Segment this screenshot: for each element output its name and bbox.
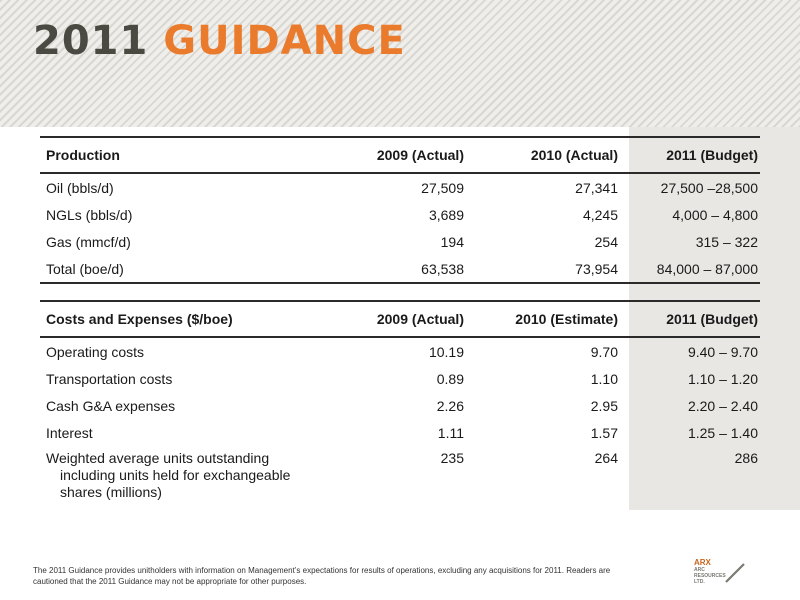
logo-arx-text: ARX	[694, 558, 711, 567]
header-2009: 2009 (Actual)	[350, 300, 470, 338]
page-title: 2011 GUIDANCE	[33, 18, 406, 64]
table-row: NGLs (bbls/d) 3,689 4,245 4,000 – 4,800	[40, 201, 760, 228]
row-label: NGLs (bbls/d)	[46, 206, 133, 223]
row-label-line3: shares (millions)	[60, 484, 162, 500]
logo-swoosh-icon	[725, 563, 745, 583]
header-2009: 2009 (Actual)	[350, 136, 470, 174]
value-2011: 1.10 – 1.20	[687, 370, 758, 387]
row-label-line1: Weighted average units outstanding	[46, 450, 270, 466]
table-row: Oil (bbls/d) 27,509 27,341 27,500 –28,50…	[40, 173, 760, 201]
value-2011: 4,000 – 4,800	[672, 206, 758, 223]
table-row: Operating costs 10.19 9.70 9.40 – 9.70	[40, 337, 760, 365]
costs-table: Costs and Expenses ($/boe) 2009 (Actual)…	[40, 300, 760, 504]
title-word: GUIDANCE	[163, 18, 406, 64]
value-2009: 63,538	[350, 255, 470, 284]
value-2009: 194	[440, 233, 464, 250]
row-label: Gas (mmcf/d)	[46, 233, 131, 250]
production-header-row: Production 2009 (Actual) 2010 (Actual) 2…	[40, 136, 760, 174]
value-2009: 0.89	[436, 370, 464, 387]
value-2010: 9.70	[590, 343, 618, 360]
value-2011: 315 – 322	[695, 233, 758, 250]
table-row: Cash G&A expenses 2.26 2.95 2.20 – 2.40	[40, 392, 760, 419]
header-2010: 2010 (Actual)	[470, 136, 624, 174]
header-2011: 2011 (Budget)	[624, 300, 760, 338]
value-2010: 254	[594, 233, 618, 250]
row-label: Total (boe/d)	[40, 255, 350, 284]
row-label: Oil (bbls/d)	[46, 179, 114, 196]
header-2011: 2011 (Budget)	[624, 136, 760, 174]
costs-header-label: Costs and Expenses ($/boe)	[40, 300, 350, 338]
value-2010: 264	[594, 450, 618, 466]
value-2010: 27,341	[575, 179, 618, 196]
value-2011: 1.25 – 1.40	[687, 424, 758, 441]
value-2011: 27,500 –28,500	[660, 179, 758, 196]
logo-subtitle: ARC RESOURCES LTD.	[694, 567, 726, 585]
value-2010: 1.57	[590, 424, 618, 441]
value-2010: 73,954	[470, 255, 624, 284]
header-band	[0, 0, 800, 127]
production-table: Production 2009 (Actual) 2010 (Actual) 2…	[40, 136, 760, 284]
table-row-weighted-units: Weighted average units outstanding inclu…	[40, 446, 760, 504]
row-label-line2: including units held for exchangeable	[60, 467, 291, 483]
value-2010: 2.95	[590, 397, 618, 414]
table-row: Transportation costs 0.89 1.10 1.10 – 1.…	[40, 365, 760, 392]
row-label: Cash G&A expenses	[46, 397, 176, 414]
value-2009: 27,509	[421, 179, 464, 196]
row-label: Weighted average units outstanding inclu…	[40, 446, 350, 504]
value-2009: 2.26	[436, 397, 464, 414]
arc-resources-logo: ARX ARC RESOURCES LTD.	[694, 558, 754, 588]
value-2009: 1.11	[437, 424, 464, 441]
value-2009: 3,689	[428, 206, 464, 223]
value-2011: 84,000 – 87,000	[624, 255, 760, 284]
footnote: The 2011 Guidance provides unitholders w…	[33, 566, 611, 586]
title-year: 2011	[33, 18, 149, 64]
value-2011: 2.20 – 2.40	[687, 397, 758, 414]
value-2010: 4,245	[582, 206, 618, 223]
table-row: Gas (mmcf/d) 194 254 315 – 322	[40, 228, 760, 255]
value-2009: 235	[440, 450, 464, 466]
value-2011: 9.40 – 9.70	[687, 343, 758, 360]
production-header-label: Production	[40, 136, 350, 174]
row-label: Operating costs	[46, 343, 145, 360]
value-2010: 1.10	[590, 370, 618, 387]
header-2010: 2010 (Estimate)	[470, 300, 624, 338]
value-2009: 10.19	[428, 343, 464, 360]
value-2011: 286	[734, 450, 758, 466]
row-label: Interest	[46, 424, 93, 441]
row-label: Transportation costs	[46, 370, 173, 387]
table-row: Interest 1.11 1.57 1.25 – 1.40	[40, 419, 760, 446]
costs-header-row: Costs and Expenses ($/boe) 2009 (Actual)…	[40, 300, 760, 338]
table-row: Total (boe/d) 63,538 73,954 84,000 – 87,…	[40, 255, 760, 284]
